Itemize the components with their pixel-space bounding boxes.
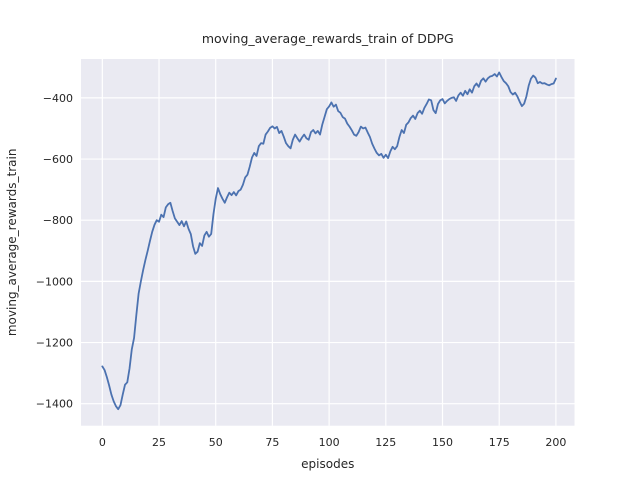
x-tick-label: 25 bbox=[152, 436, 166, 449]
x-tick-label: 75 bbox=[265, 436, 279, 449]
x-tick-label: 175 bbox=[489, 436, 510, 449]
y-tick-label: −1200 bbox=[36, 337, 73, 350]
y-tick-label: −800 bbox=[43, 214, 73, 227]
y-axis-label: moving_average_rewards_train bbox=[5, 149, 19, 337]
x-tick-label: 50 bbox=[209, 436, 223, 449]
plot-area bbox=[81, 59, 575, 426]
x-axis-label: episodes bbox=[301, 457, 354, 471]
x-tick-label: 200 bbox=[545, 436, 566, 449]
x-tick-label: 125 bbox=[375, 436, 396, 449]
tick-labels: 0 25 50 75 100 125 150 175 200 −400 −600 −800 −1000 −… bbox=[36, 92, 567, 449]
series-lines bbox=[101, 71, 557, 411]
x-tick-label: 100 bbox=[319, 436, 340, 449]
x-tick-label: 150 bbox=[432, 436, 453, 449]
y-tick-label: −600 bbox=[43, 153, 73, 166]
y-tick-label: −1000 bbox=[36, 275, 73, 288]
y-tick-label: −400 bbox=[43, 92, 73, 105]
chart-title: moving_average_rewards_train of DDPG bbox=[202, 31, 454, 46]
x-tick-label: 0 bbox=[99, 436, 106, 449]
gridlines bbox=[81, 59, 575, 426]
y-tick-label: −1400 bbox=[36, 398, 73, 411]
data-line bbox=[101, 71, 557, 411]
